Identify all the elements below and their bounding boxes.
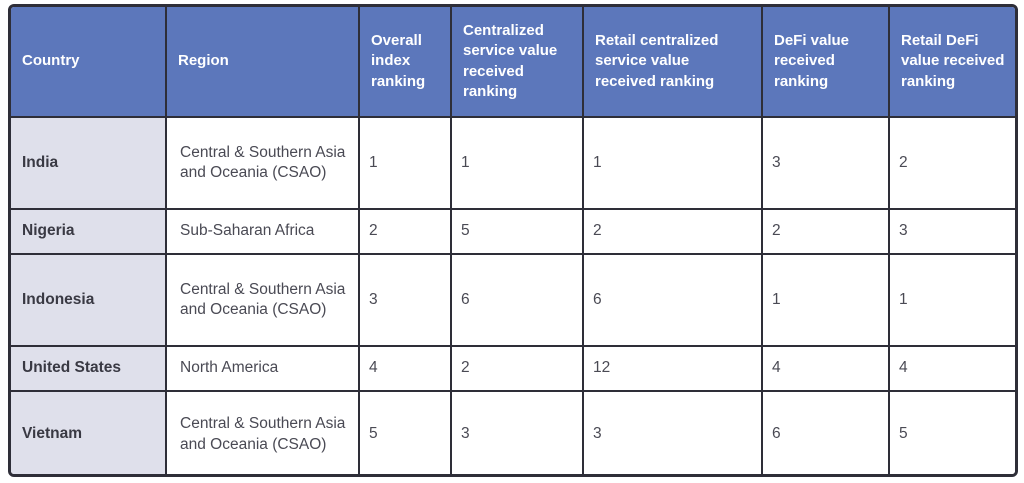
overall-ranking-cell: 5 (358, 390, 452, 474)
country-cell: United States (11, 345, 167, 392)
retail-centralized-ranking-cell: 2 (582, 208, 763, 255)
retail-defi-ranking-cell: 1 (888, 253, 1015, 347)
defi-ranking-cell: 2 (761, 208, 890, 255)
centralized-ranking-cell: 5 (450, 208, 584, 255)
table-row-indonesia: Indonesia Central & Southern Asia and Oc… (11, 253, 1015, 347)
col-header-region: Region (165, 7, 360, 118)
centralized-ranking-cell: 1 (450, 116, 584, 210)
retail-centralized-ranking-cell: 3 (582, 390, 763, 474)
header-row: Country Region Overall index ranking Cen… (11, 7, 1015, 118)
retail-defi-ranking-cell: 5 (888, 390, 1015, 474)
centralized-ranking-cell: 6 (450, 253, 584, 347)
table-row-united-states: United States North America 4 2 12 4 4 (11, 345, 1015, 392)
col-header-retail-centralized-service-value-ranking: Retail centralized service value receive… (582, 7, 763, 118)
rankings-table-grid: Country Region Overall index ranking Cen… (11, 7, 1015, 474)
centralized-ranking-cell: 2 (450, 345, 584, 392)
table-row-india: India Central & Southern Asia and Oceani… (11, 116, 1015, 210)
country-cell: Vietnam (11, 390, 167, 474)
defi-ranking-cell: 1 (761, 253, 890, 347)
col-header-defi-value-ranking: DeFi value received ranking (761, 7, 890, 118)
region-cell: Central & Southern Asia and Oceania (CSA… (165, 253, 360, 347)
region-cell: Central & Southern Asia and Oceania (CSA… (165, 116, 360, 210)
col-header-centralized-service-value-ranking: Centralized service value received ranki… (450, 7, 584, 118)
region-cell: North America (165, 345, 360, 392)
retail-defi-ranking-cell: 3 (888, 208, 1015, 255)
country-cell: India (11, 116, 167, 210)
col-header-country: Country (11, 7, 167, 118)
retail-centralized-ranking-cell: 1 (582, 116, 763, 210)
centralized-ranking-cell: 3 (450, 390, 584, 474)
country-cell: Indonesia (11, 253, 167, 347)
region-cell: Central & Southern Asia and Oceania (CSA… (165, 390, 360, 474)
col-header-overall-index-ranking: Overall index ranking (358, 7, 452, 118)
defi-ranking-cell: 4 (761, 345, 890, 392)
retail-centralized-ranking-cell: 12 (582, 345, 763, 392)
col-header-retail-defi-value-ranking: Retail DeFi value received ranking (888, 7, 1015, 118)
retail-defi-ranking-cell: 4 (888, 345, 1015, 392)
retail-defi-ranking-cell: 2 (888, 116, 1015, 210)
region-cell: Sub-Saharan Africa (165, 208, 360, 255)
table-row-vietnam: Vietnam Central & Southern Asia and Ocea… (11, 390, 1015, 474)
table-header: Country Region Overall index ranking Cen… (11, 7, 1015, 118)
overall-ranking-cell: 1 (358, 116, 452, 210)
overall-ranking-cell: 2 (358, 208, 452, 255)
overall-ranking-cell: 3 (358, 253, 452, 347)
table-row-nigeria: Nigeria Sub-Saharan Africa 2 5 2 2 3 (11, 208, 1015, 255)
rankings-table: Country Region Overall index ranking Cen… (8, 4, 1018, 477)
defi-ranking-cell: 6 (761, 390, 890, 474)
country-cell: Nigeria (11, 208, 167, 255)
defi-ranking-cell: 3 (761, 116, 890, 210)
table-body: India Central & Southern Asia and Oceani… (11, 116, 1015, 474)
overall-ranking-cell: 4 (358, 345, 452, 392)
retail-centralized-ranking-cell: 6 (582, 253, 763, 347)
